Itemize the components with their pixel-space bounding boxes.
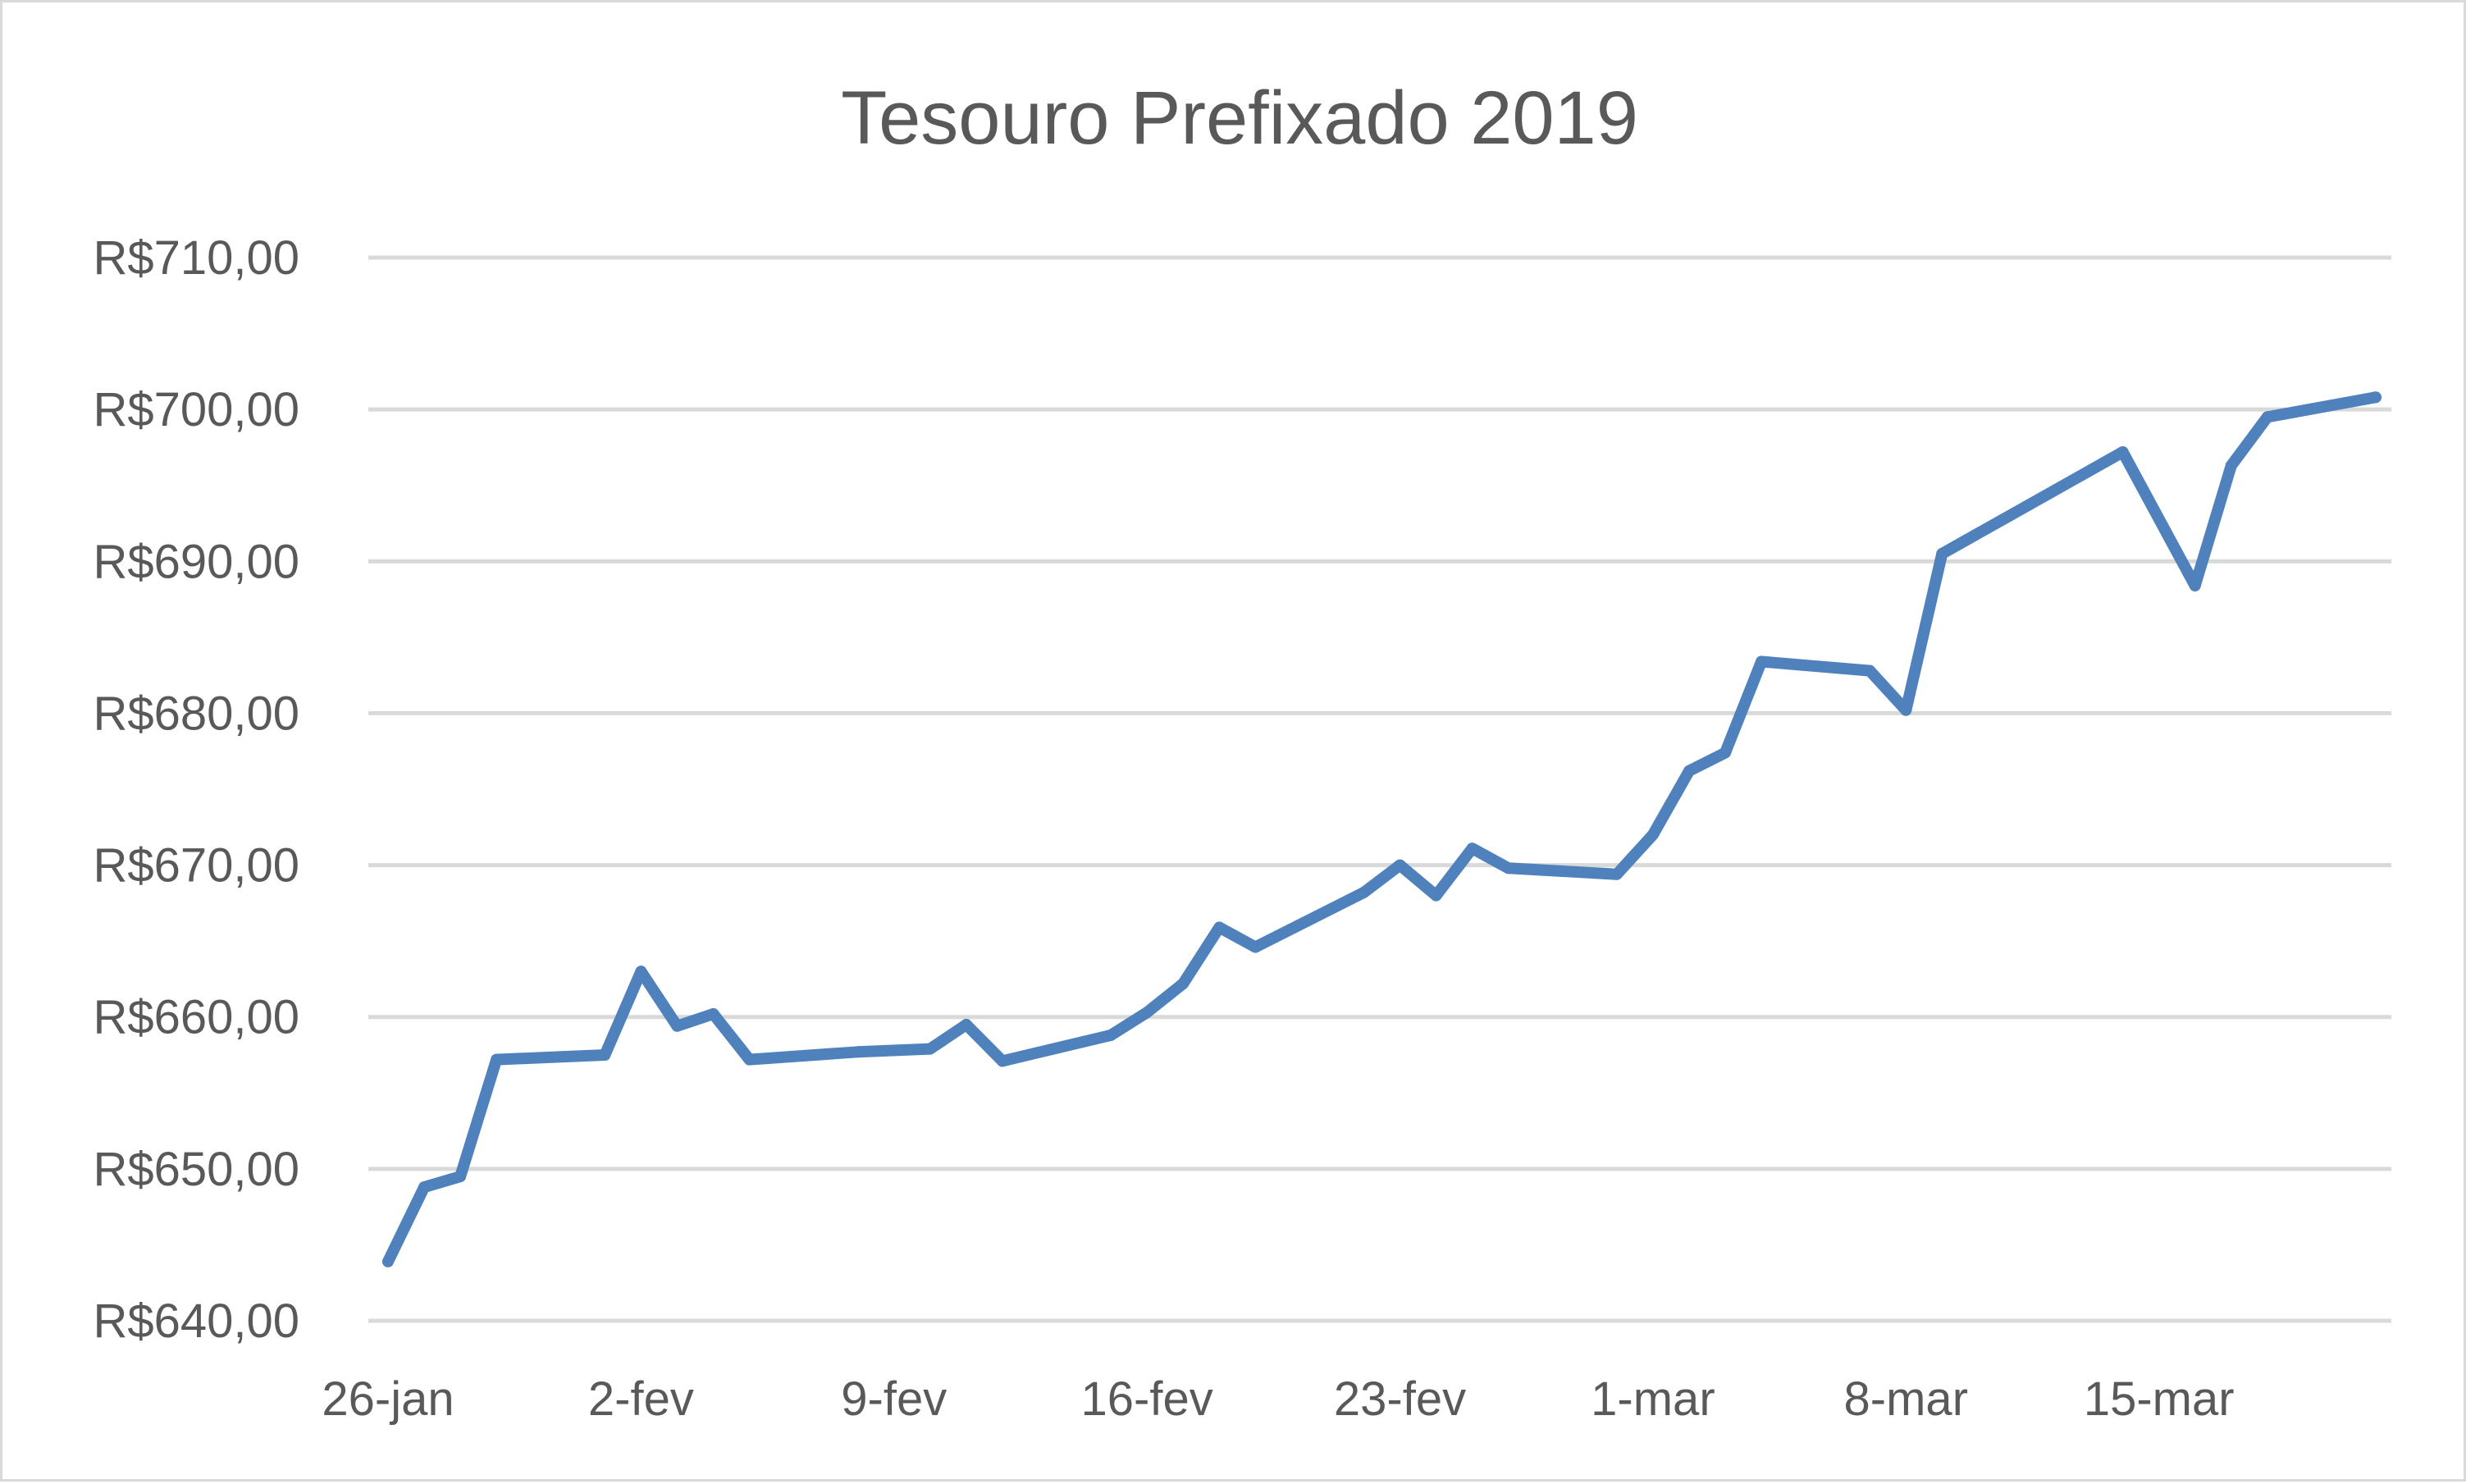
data-point: [852, 1046, 864, 1058]
data-point: [1141, 1007, 1153, 1019]
x-tick-label: 2-fev: [588, 1372, 694, 1426]
x-tick-label: 26-jan: [322, 1372, 454, 1426]
series: [382, 391, 2382, 1267]
y-tick-label: R$690,00: [93, 535, 299, 588]
series-line-0: [382, 391, 2382, 1267]
data-point: [1864, 664, 1876, 677]
x-tick-label: 9-fev: [841, 1372, 947, 1426]
data-point: [996, 1055, 1008, 1067]
gridlines: [368, 255, 2391, 1323]
data-point: [1719, 747, 1731, 759]
y-tick-label: R$660,00: [93, 991, 299, 1044]
data-point: [2225, 459, 2237, 472]
data-point: [2261, 411, 2273, 423]
data-point: [635, 966, 647, 978]
data-point: [1249, 941, 1262, 953]
data-point: [1502, 862, 1514, 874]
data-point: [707, 1008, 719, 1020]
data-point: [418, 1181, 431, 1194]
data-point: [382, 1255, 394, 1267]
data-point: [743, 1053, 756, 1066]
data-point: [1683, 765, 1695, 777]
data-point: [1105, 1029, 1117, 1041]
data-point: [2189, 579, 2201, 591]
y-tick-label: R$650,00: [93, 1143, 299, 1196]
data-point: [1466, 842, 1478, 855]
x-tick-label: 1-mar: [1591, 1372, 1715, 1426]
data-point: [491, 1053, 503, 1066]
data-point: [960, 1019, 972, 1030]
data-point: [1610, 868, 1623, 880]
data-point: [2370, 391, 2382, 404]
y-tick-label: R$700,00: [93, 383, 299, 436]
data-point: [1900, 704, 1912, 716]
y-tick-label: R$680,00: [93, 687, 299, 740]
data-point: [924, 1043, 936, 1055]
data-point: [1394, 859, 1406, 871]
data-point: [454, 1171, 467, 1183]
y-tick-label: R$640,00: [93, 1295, 299, 1348]
y-tick-label: R$710,00: [93, 231, 299, 285]
data-point: [599, 1049, 611, 1061]
data-point: [1213, 921, 1226, 934]
data-point: [1756, 655, 1768, 668]
data-point: [1646, 829, 1659, 841]
data-point: [2117, 446, 2129, 458]
x-tick-label: 15-mar: [2084, 1372, 2235, 1426]
x-tick-label: 16-fev: [1081, 1372, 1213, 1426]
x-tick-label: 23-fev: [1334, 1372, 1466, 1426]
data-point: [1936, 548, 1948, 559]
x-tick-label: 8-mar: [1844, 1372, 1968, 1426]
chart-title: Tesouro Prefixado 2019: [841, 76, 1638, 160]
data-point: [1177, 978, 1190, 989]
data-point: [1430, 889, 1442, 902]
data-point: [671, 1020, 683, 1032]
y-axis-tick-labels: R$640,00 R$650,00 R$660,00 R$670,00 R$680,00…: [93, 231, 299, 1348]
x-axis-tick-labels: 26-jan 2-fev 9-fev 16-fev 23-fev 1-mar 8-mar 15…: [322, 1372, 2234, 1426]
y-tick-label: R$670,00: [93, 839, 299, 893]
data-point: [1358, 886, 1370, 898]
